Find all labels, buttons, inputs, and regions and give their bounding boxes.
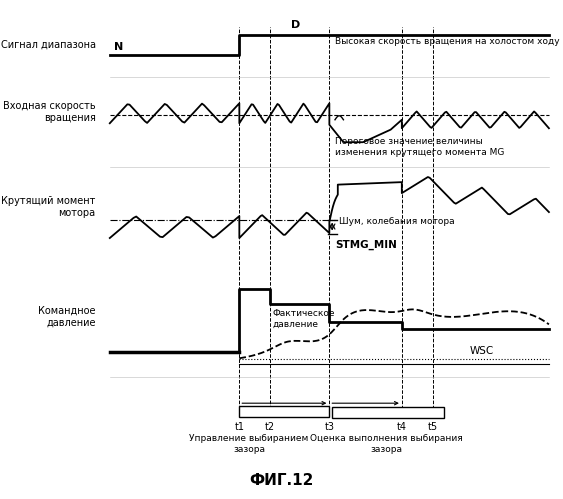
Text: D: D: [291, 20, 300, 30]
Text: WSC: WSC: [470, 346, 494, 356]
Text: Фактическое
давление: Фактическое давление: [273, 309, 336, 329]
Text: Командное
давление: Командное давление: [38, 306, 96, 328]
Text: ФИГ.12: ФИГ.12: [249, 473, 314, 488]
Text: Высокая скорость вращения на холостом ходу: Высокая скорость вращения на холостом хо…: [335, 37, 560, 46]
Text: t3: t3: [324, 422, 334, 432]
Text: Сигнал диапазона: Сигнал диапазона: [1, 40, 96, 50]
Text: Управление выбиранием
зазора: Управление выбиранием зазора: [189, 434, 309, 454]
Text: t4: t4: [397, 422, 407, 432]
Text: Входная скорость
вращения: Входная скорость вращения: [3, 101, 96, 123]
Bar: [239, 406, 329, 417]
Text: Оценка выполнения выбирания
зазора: Оценка выполнения выбирания зазора: [310, 434, 463, 454]
Text: Шум, колебания мотора: Шум, колебания мотора: [339, 217, 454, 226]
Text: STMG_MIN: STMG_MIN: [335, 240, 397, 250]
Text: t5: t5: [427, 422, 437, 432]
Text: t2: t2: [265, 422, 275, 432]
Text: Крутящий момент
мотора: Крутящий момент мотора: [1, 196, 96, 218]
Text: N: N: [114, 42, 123, 52]
Bar: [332, 407, 444, 418]
Text: t1: t1: [234, 422, 244, 432]
Text: Пороговое значение величины
изменения крутящего момента MG: Пороговое значение величины изменения кр…: [335, 137, 504, 157]
